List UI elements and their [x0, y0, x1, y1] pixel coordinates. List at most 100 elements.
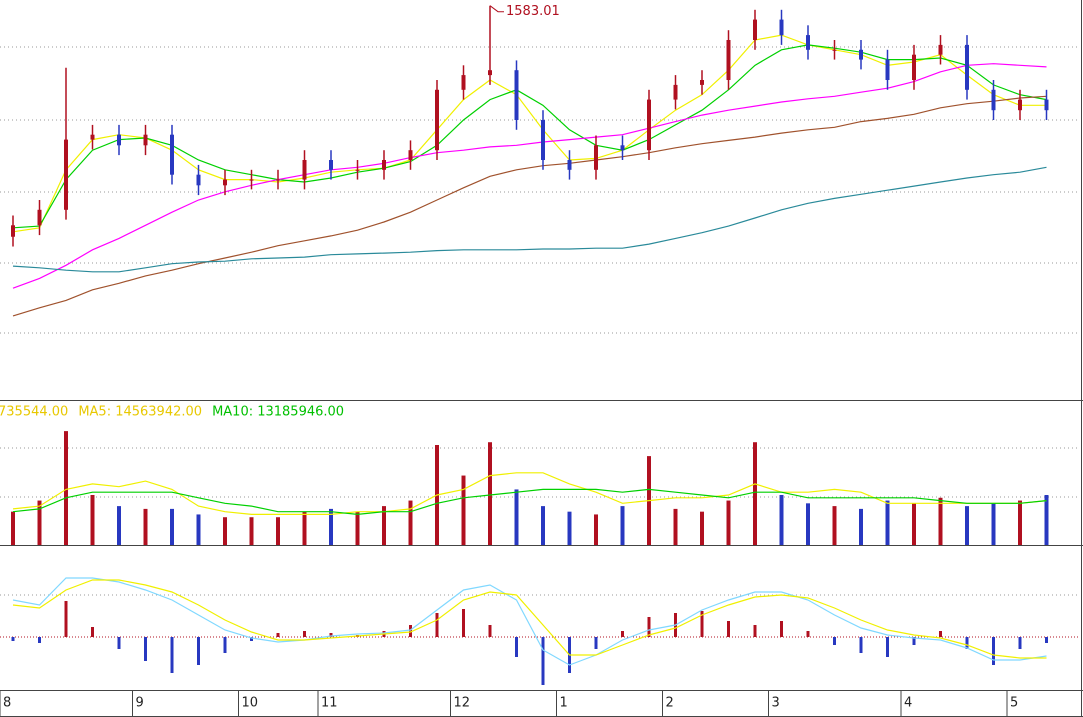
candle-body: [912, 54, 916, 80]
volume-bar: [620, 506, 625, 545]
volume-bar: [488, 442, 492, 545]
candle-body: [223, 179, 227, 186]
macd-bar: [886, 637, 889, 657]
candle-body: [90, 134, 95, 140]
x-tick-label: 1: [560, 696, 568, 711]
macd-bar: [462, 609, 465, 637]
candle-body: [806, 35, 810, 50]
volume-bar: [11, 511, 15, 545]
volume-bar: [64, 431, 68, 545]
candle-body: [885, 59, 890, 80]
volume-bar: [700, 511, 704, 545]
macd-bar: [780, 621, 783, 637]
candle-body: [64, 139, 68, 210]
candle-body: [673, 84, 678, 100]
macd-bar: [515, 637, 518, 657]
macd-bar: [859, 637, 863, 653]
candle-body: [143, 134, 148, 146]
volume-bar: [302, 511, 307, 545]
candle-body: [514, 70, 519, 120]
candle-body: [779, 19, 784, 36]
macd-bar: [753, 625, 757, 637]
macd-bar: [11, 637, 15, 641]
ma-line: [12, 63, 1047, 289]
volume-bar: [859, 508, 863, 545]
candle-body: [991, 89, 996, 111]
macd-bar: [541, 637, 545, 685]
macd-bar: [144, 637, 147, 661]
candle-body: [11, 225, 15, 237]
volume-bar: [832, 506, 837, 545]
macd-bar: [965, 637, 969, 649]
volume-bar: [514, 489, 519, 545]
volume-bar: [912, 503, 916, 545]
candle-body: [408, 150, 413, 160]
macd-bar: [91, 627, 94, 637]
macd-bar: [223, 637, 227, 653]
volume-bar: [965, 506, 969, 545]
volume-bar: [170, 508, 174, 545]
x-tick-label: 3: [772, 696, 780, 711]
ma-line: [12, 579, 1047, 659]
candle-body: [620, 145, 625, 151]
volume-bar: [938, 497, 943, 545]
candle-body: [488, 70, 492, 76]
volume-bar: [726, 500, 731, 545]
volume-bar: [779, 495, 784, 545]
ma-line: [12, 577, 1047, 666]
volume-bar: [249, 517, 254, 545]
macd-bar: [197, 637, 200, 665]
macd-bar: [117, 637, 121, 649]
volume-label: 735544.00: [0, 405, 68, 420]
candle-body: [726, 40, 731, 80]
macd-bar: [38, 637, 41, 643]
volume-bar: [355, 511, 360, 545]
candle-body: [567, 160, 572, 170]
ma-line: [12, 166, 1047, 273]
x-tick-label: 11: [321, 696, 338, 711]
volume-bar: [461, 475, 466, 545]
macd-bar: [276, 633, 280, 637]
candle-body: [832, 49, 837, 51]
x-tick-label: 2: [666, 696, 674, 711]
volume-bar: [223, 517, 227, 545]
volume-bar: [117, 506, 121, 545]
x-tick-label: 5: [1010, 696, 1018, 711]
macd-bar: [329, 633, 333, 637]
candle-body: [37, 209, 42, 226]
candle-body: [700, 80, 704, 85]
macd-bar: [409, 625, 412, 637]
candle-body: [249, 179, 254, 181]
volume-bar: [541, 506, 545, 545]
volume-bar: [567, 511, 572, 545]
candle-body: [355, 169, 360, 171]
macd-bar: [594, 637, 598, 649]
x-tick-label: 9: [136, 696, 144, 711]
volume-bar: [196, 514, 201, 545]
macd-bar: [170, 637, 174, 673]
candle-body: [1044, 99, 1049, 111]
macd-bar: [727, 621, 730, 637]
volume-bar: [594, 514, 598, 545]
macd-bar: [912, 637, 916, 645]
volume-bar: [382, 506, 386, 545]
candle-body: [859, 49, 863, 60]
macd-bar: [435, 613, 439, 637]
candle-body: [302, 160, 307, 180]
macd-bar: [1045, 637, 1048, 643]
macd-bar: [303, 631, 306, 637]
macd-bar: [488, 625, 492, 637]
candle-body: [461, 75, 466, 90]
x-tick-label: 10: [242, 696, 259, 711]
macd-bar: [806, 631, 810, 637]
candle-body: [382, 160, 386, 170]
candle-body: [276, 179, 280, 181]
volume-bar: [37, 500, 42, 545]
candle-body: [647, 99, 651, 151]
candle-body: [753, 19, 757, 40]
candle-body: [541, 120, 545, 160]
x-tick-label: 8: [3, 696, 11, 711]
macd-bar: [700, 611, 704, 637]
volume-label: MA10: 13185946.00: [212, 405, 344, 420]
